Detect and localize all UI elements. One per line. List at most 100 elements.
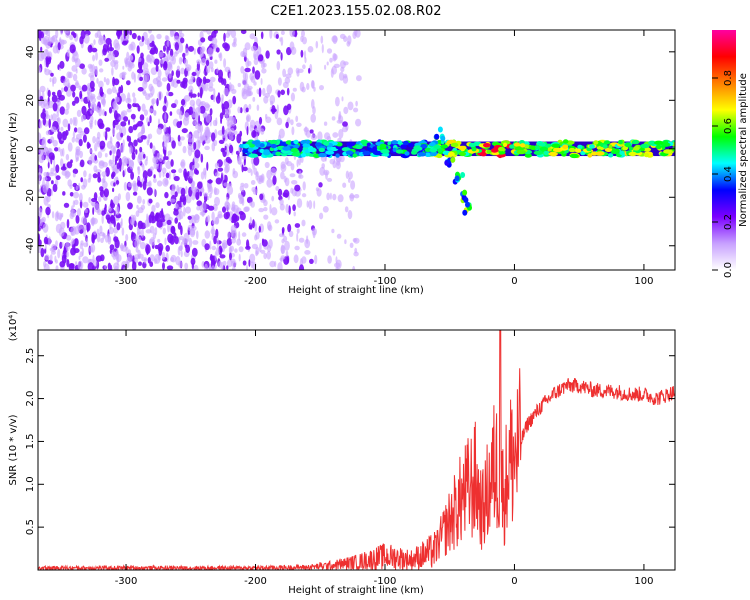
noise-blob [146, 117, 149, 124]
noise-blob [91, 64, 95, 74]
noise-blob [144, 109, 148, 116]
noise-blob [40, 46, 43, 52]
noise-blob [326, 136, 332, 141]
noise-blob [89, 149, 93, 153]
noise-blob [162, 105, 167, 112]
noise-blob [122, 65, 125, 70]
noise-blob [185, 66, 190, 72]
noise-blob [144, 219, 150, 228]
noise-blob [66, 102, 70, 111]
noise-blob [123, 116, 129, 122]
noise-blob [40, 98, 45, 109]
noise-blob [304, 250, 311, 255]
noise-blob [307, 46, 314, 53]
noise-blob [219, 254, 226, 259]
noise-blob [174, 191, 178, 198]
noise-blob [104, 265, 107, 270]
noise-blob [116, 248, 119, 259]
noise-blob [352, 265, 356, 270]
noise-blob [174, 203, 179, 210]
noise-blob [154, 47, 158, 55]
noise-blob [75, 151, 79, 161]
noise-blob [128, 249, 131, 256]
noise-blob [38, 153, 45, 164]
branch-blob [462, 189, 468, 196]
noise-blob [166, 82, 171, 92]
noise-blob [210, 228, 216, 235]
branch-blob [454, 175, 460, 182]
noise-blob [229, 135, 234, 141]
noise-blob [45, 57, 51, 65]
snr-y-multiplier: (x10⁴) [8, 311, 19, 342]
noise-blob [340, 66, 345, 73]
noise-blob [113, 219, 116, 228]
line-blob [275, 151, 282, 156]
noise-blob [302, 64, 306, 70]
noise-blob [169, 198, 176, 203]
noise-blob [218, 76, 223, 83]
noise-blob [190, 257, 196, 266]
noise-blob [338, 113, 341, 121]
noise-blob [158, 154, 163, 162]
noise-blob [196, 200, 203, 207]
noise-blob [232, 170, 239, 179]
noise-blob [266, 178, 273, 188]
noise-blob [82, 201, 89, 208]
noise-blob [148, 93, 154, 98]
line-blob [300, 153, 307, 158]
noise-blob [87, 262, 94, 270]
noise-blob [126, 80, 131, 86]
branch-blob [434, 133, 440, 140]
noise-blob [204, 170, 207, 180]
noise-blob [64, 77, 68, 83]
noise-blob [211, 234, 214, 241]
noise-blob [248, 103, 252, 110]
noise-blob [99, 68, 104, 73]
noise-blob [157, 180, 163, 187]
noise-blob [69, 192, 74, 197]
noise-blob [221, 172, 223, 182]
noise-blob [144, 39, 150, 45]
noise-blob [290, 163, 295, 171]
noise-blob [215, 177, 222, 185]
noise-blob [200, 58, 207, 66]
line-blob [429, 151, 439, 157]
noise-blob [67, 142, 73, 152]
noise-blob [247, 91, 252, 96]
noise-blob [157, 243, 164, 252]
noise-blob [336, 119, 343, 124]
noise-blob [260, 31, 264, 40]
line-blob [654, 140, 664, 145]
noise-blob [113, 182, 116, 187]
noise-blob [241, 78, 248, 86]
noise-blob [89, 246, 94, 253]
noise-blob [65, 241, 70, 252]
noise-blob [116, 222, 121, 231]
noise-blob [268, 239, 273, 249]
snr-y-ticks: 0.5 1.0 1.5 2.0 2.5 [25, 348, 675, 535]
noise-blob [211, 220, 217, 225]
noise-blob [102, 48, 107, 56]
noise-blob [217, 92, 221, 100]
noise-blob [181, 238, 188, 246]
noise-blob [45, 39, 51, 49]
noise-blob [174, 42, 179, 51]
noise-blob [254, 127, 262, 133]
noise-blob [79, 242, 83, 250]
noise-blob [153, 178, 157, 183]
noise-blob [95, 65, 98, 76]
noise-blob [236, 133, 242, 144]
snr-y-label: SNR (10 * v/v) [8, 414, 19, 485]
noise-blob [55, 164, 60, 174]
noise-blob [90, 95, 95, 100]
noise-blob [53, 165, 56, 172]
y-tick-label: 1.5 [25, 433, 36, 449]
noise-blob [298, 155, 302, 166]
noise-blob [49, 77, 52, 83]
noise-blob [114, 98, 117, 109]
noise-blob [216, 67, 219, 74]
noise-blob [271, 195, 275, 202]
noise-blob [136, 68, 144, 74]
noise-blob [242, 88, 248, 95]
noise-blob [136, 45, 140, 54]
